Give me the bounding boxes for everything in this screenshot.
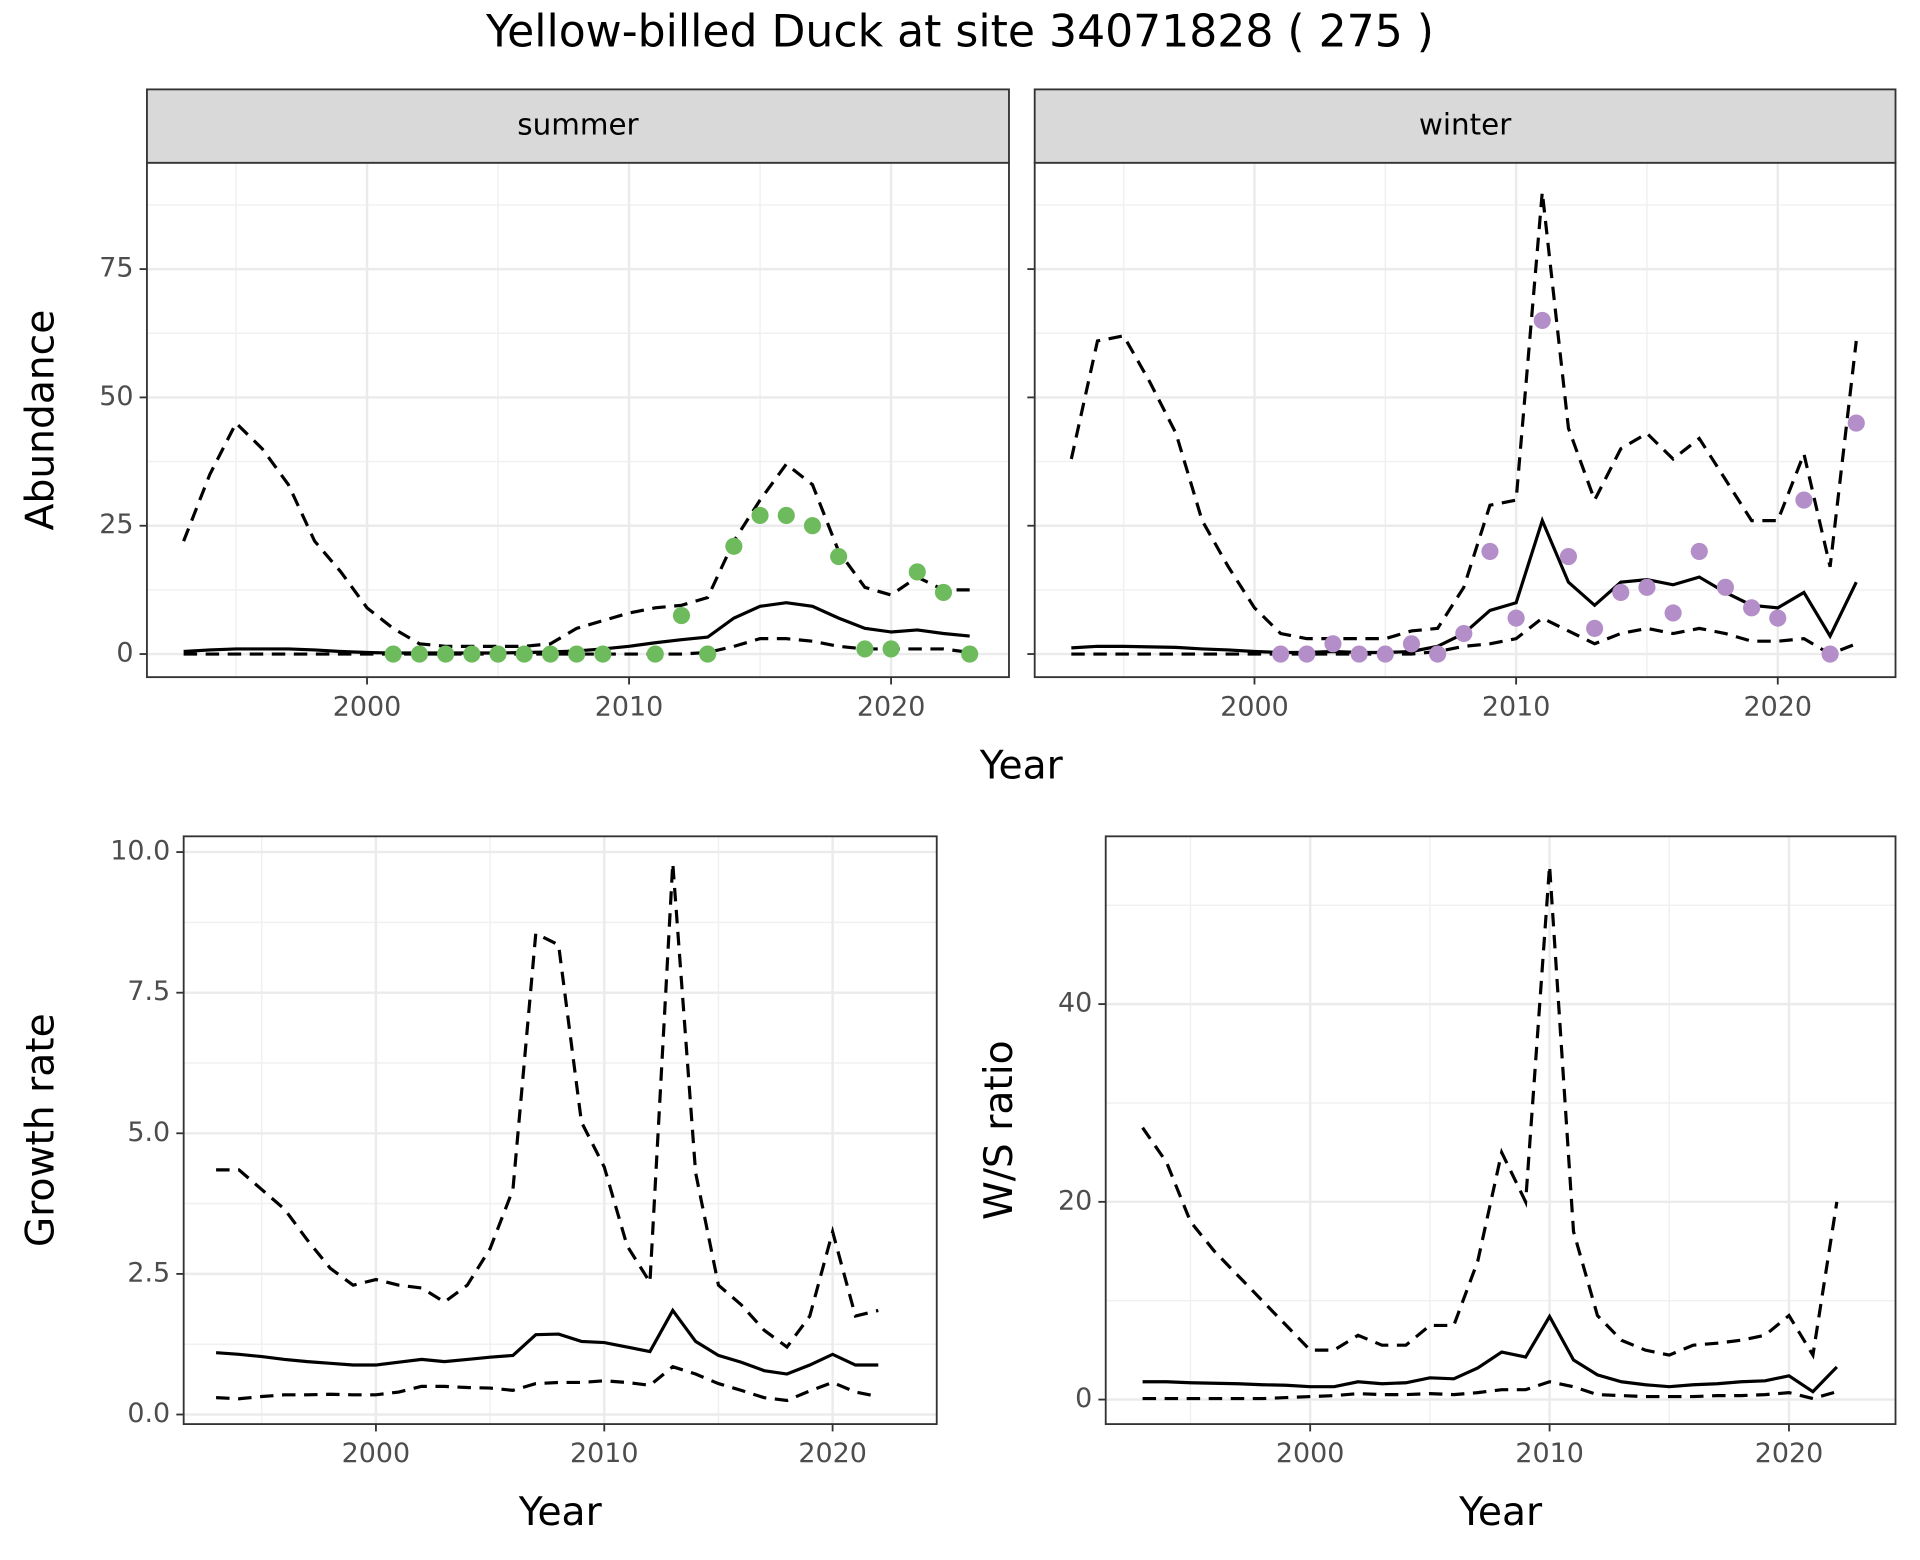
panel: [1034, 162, 1896, 678]
panel-border: [146, 161, 1010, 679]
panel: [1105, 836, 1896, 1425]
data-point: [1586, 619, 1604, 637]
y-tick-label: 25: [99, 509, 133, 540]
x-tick-label: 2000: [1276, 1438, 1345, 1469]
data-point: [1402, 635, 1421, 653]
data-point: [1612, 583, 1630, 602]
x-tick-label: 2010: [1515, 1438, 1584, 1469]
x-tick-label: 2000: [1220, 691, 1289, 722]
data-point: [1769, 609, 1787, 627]
panel: [146, 162, 1009, 678]
y-tick-label: 10.0: [110, 836, 170, 867]
y-tick-label: 0: [1075, 1383, 1092, 1414]
data-point: [725, 537, 743, 555]
series-line: [216, 863, 879, 1350]
panel-border: [1033, 161, 1897, 679]
x-tick-label: 2000: [333, 691, 402, 722]
x-tick-label: 2000: [342, 1438, 411, 1469]
data-point: [1795, 491, 1813, 509]
data-point: [882, 640, 900, 658]
y-tick-label: 0: [116, 638, 133, 669]
data-point: [568, 645, 586, 663]
data-point: [830, 547, 848, 566]
series-line: [1071, 616, 1857, 656]
data-point: [1350, 645, 1368, 663]
data-point: [384, 645, 402, 663]
strip: [146, 88, 1010, 164]
data-point: [856, 640, 874, 658]
data-point: [1272, 645, 1290, 663]
x-tick-label: 2020: [857, 691, 926, 722]
data-point: [934, 583, 953, 602]
y-tick-label: 2.5: [127, 1257, 170, 1288]
data-point: [699, 645, 717, 663]
data-point: [1664, 604, 1682, 622]
x-tick-label: 2010: [1482, 691, 1551, 722]
x-axis-title: Year: [1458, 1490, 1543, 1535]
x-tick-label: 2020: [1755, 1438, 1824, 1469]
data-point: [541, 645, 560, 663]
data-point: [1847, 414, 1865, 432]
data-point: [751, 506, 769, 525]
panel-border: [1104, 835, 1897, 1425]
y-tick-label: 5.0: [127, 1117, 170, 1148]
y-tick-label: 40: [1058, 988, 1092, 1019]
x-tick-label: 2020: [1744, 691, 1813, 722]
data-point: [908, 563, 926, 581]
data-point: [594, 645, 612, 663]
data-point: [437, 645, 455, 663]
x-axis-title: Year: [979, 743, 1064, 788]
series-line: [1069, 191, 1858, 641]
x-axis-title: Year: [518, 1490, 603, 1535]
y-tick-label: 0.0: [127, 1398, 170, 1429]
data-point: [1690, 542, 1708, 560]
strip: [1033, 88, 1897, 164]
strip-label: winter: [1419, 108, 1512, 142]
data-point: [1429, 645, 1447, 663]
data-point: [515, 645, 533, 663]
strip-label: summer: [517, 108, 639, 142]
data-point: [410, 645, 429, 663]
data-point: [1533, 311, 1551, 329]
data-point: [489, 645, 507, 663]
series-line: [1142, 1313, 1839, 1394]
data-point: [1298, 645, 1316, 663]
data-point: [463, 645, 481, 663]
data-point: [1455, 624, 1473, 643]
y-tick-label: 75: [99, 253, 133, 284]
data-point: [1638, 578, 1656, 596]
panel: [183, 836, 937, 1425]
data-point: [1507, 609, 1525, 627]
data-point: [1743, 599, 1761, 617]
y-axis-title: W/S ratio: [977, 1040, 1022, 1220]
x-tick-label: 2010: [570, 1438, 639, 1469]
series-line: [1141, 865, 1839, 1360]
data-point: [803, 517, 822, 535]
y-tick-label: 20: [1058, 1185, 1092, 1216]
figure-title: Yellow-billed Duck at site 34071828 ( 27…: [485, 6, 1434, 57]
data-point: [961, 645, 979, 663]
x-tick-label: 2010: [595, 691, 664, 722]
y-tick-label: 7.5: [127, 976, 170, 1007]
data-point: [646, 645, 664, 663]
series-line: [1142, 1380, 1838, 1401]
x-tick-label: 2020: [798, 1438, 867, 1469]
data-point: [1324, 635, 1342, 653]
data-point: [777, 506, 795, 525]
y-axis-title: Abundance: [18, 310, 63, 531]
panel-border: [182, 835, 938, 1425]
series-line: [215, 1307, 879, 1376]
data-point: [672, 606, 691, 625]
y-tick-label: 50: [99, 381, 133, 412]
series-line: [216, 1364, 879, 1403]
data-point: [1716, 578, 1735, 596]
y-axis-title: Growth rate: [18, 1013, 63, 1247]
data-point: [1481, 542, 1499, 560]
data-point: [1821, 645, 1839, 663]
data-point: [1559, 547, 1578, 566]
data-point: [1376, 645, 1394, 663]
